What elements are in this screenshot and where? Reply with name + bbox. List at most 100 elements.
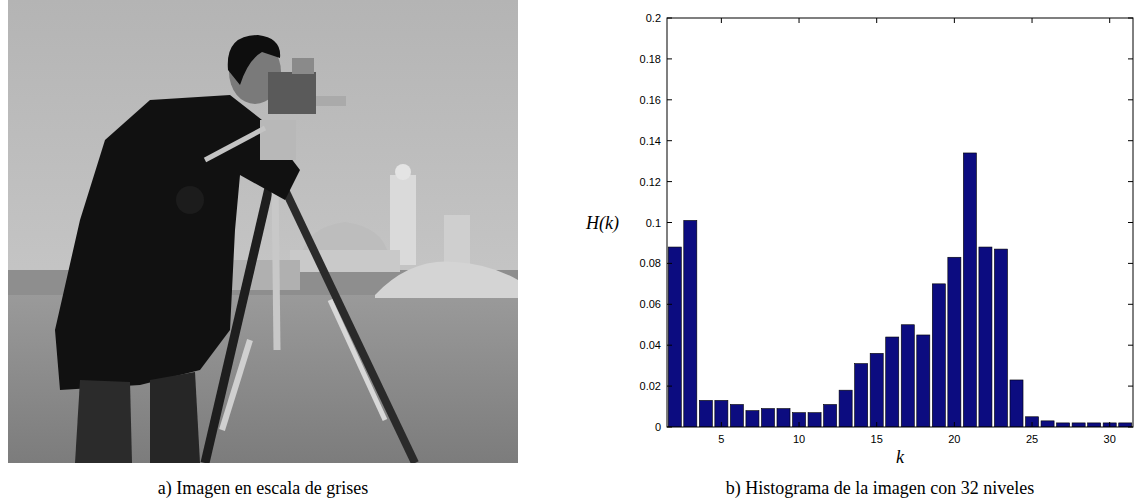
y-tick	[667, 58, 672, 59]
x-tick	[721, 422, 722, 427]
y-tick	[667, 222, 672, 223]
bar	[684, 220, 697, 427]
bar	[668, 247, 681, 427]
camera	[268, 72, 316, 114]
bar	[886, 337, 899, 427]
x-tick	[1109, 422, 1110, 427]
y-tick	[1128, 18, 1133, 19]
y-tick	[1128, 386, 1133, 387]
y-tick	[667, 99, 672, 100]
axes-frame	[667, 18, 1133, 427]
bar	[1103, 423, 1116, 427]
y-tick-label: 0.14	[640, 135, 661, 147]
y-tick	[667, 427, 672, 428]
y-tick-label: 0.06	[640, 298, 661, 310]
tripod-leg-light	[330, 300, 385, 420]
y-tick	[1128, 181, 1133, 182]
bar	[777, 409, 790, 427]
bar	[808, 413, 821, 427]
x-tick	[799, 18, 800, 23]
tripod-leg	[278, 175, 415, 463]
bar	[746, 411, 759, 427]
bar	[715, 400, 728, 427]
building	[290, 250, 400, 272]
y-tick	[1128, 99, 1133, 100]
tripod-head	[260, 120, 296, 160]
x-tick	[799, 422, 800, 427]
canvas: a) Imagen en escala de grises 0 0.02 0.04 0.…	[0, 0, 1145, 504]
y-tick	[1128, 345, 1133, 346]
bar	[855, 364, 868, 427]
x-tick	[1032, 18, 1033, 23]
y-tick	[1128, 140, 1133, 141]
y-tick	[1128, 222, 1133, 223]
bar	[1057, 423, 1070, 427]
y-tick	[1128, 304, 1133, 305]
y-tick-label: 0	[655, 421, 661, 433]
bar	[1119, 423, 1132, 427]
y-tick	[667, 304, 672, 305]
bar	[901, 325, 914, 427]
handle	[205, 128, 265, 160]
y-tick-label: 0.16	[640, 94, 661, 106]
legs	[75, 380, 132, 463]
bar	[1010, 380, 1023, 427]
bar	[839, 390, 852, 427]
x-tick-label: 15	[871, 433, 883, 445]
bar	[1088, 423, 1101, 427]
y-tick-label: 0.2	[646, 12, 661, 24]
bar	[870, 353, 883, 427]
bar	[824, 405, 837, 427]
coat	[55, 95, 300, 390]
y-tick	[1128, 263, 1133, 264]
y-tick	[667, 140, 672, 141]
x-tick-label: 20	[948, 433, 960, 445]
x-tick	[954, 18, 955, 23]
x-axis-title: k	[896, 447, 905, 467]
y-tick	[667, 181, 672, 182]
bar	[699, 400, 712, 427]
x-tick-label: 5	[718, 433, 724, 445]
tripod-leg-light	[222, 340, 250, 430]
photo	[8, 0, 518, 463]
bar	[1026, 417, 1039, 427]
y-tick	[1128, 427, 1133, 428]
tower-top	[395, 164, 411, 180]
x-tick	[876, 18, 877, 23]
bar	[730, 405, 743, 427]
y-axis-title: H(k)	[585, 213, 619, 234]
y-tick-label: 0.12	[640, 176, 661, 188]
bar	[948, 257, 961, 427]
y-tick-label: 0.1	[646, 217, 661, 229]
x-tick	[1032, 422, 1033, 427]
bar	[932, 284, 945, 427]
bar	[979, 247, 992, 427]
plot-area	[667, 18, 1133, 427]
bar	[1072, 423, 1085, 427]
glove	[176, 186, 204, 214]
tripod-center	[275, 180, 277, 350]
legs	[150, 372, 200, 463]
y-tick-label: 0.18	[640, 53, 661, 65]
bar	[963, 153, 976, 427]
y-tick	[667, 18, 672, 19]
x-tick-label: 30	[1104, 433, 1116, 445]
image-caption: a) Imagen en escala de grises	[158, 478, 368, 499]
y-tick	[667, 263, 672, 264]
y-tick-label: 0.04	[640, 339, 661, 351]
chart-caption: b) Histograma de la imagen con 32 nivele…	[726, 478, 1034, 499]
x-tick	[1109, 18, 1110, 23]
bar	[1041, 421, 1054, 427]
bar	[917, 335, 930, 427]
y-tick	[1128, 58, 1133, 59]
bar	[793, 413, 806, 427]
x-tick	[954, 422, 955, 427]
y-tick	[667, 386, 672, 387]
x-tick-label: 10	[793, 433, 805, 445]
figure: a) Imagen en escala de grises 0 0.02 0.04 0.…	[0, 0, 1145, 504]
camera-top	[292, 58, 314, 74]
x-tick	[721, 18, 722, 23]
bar	[761, 409, 774, 427]
y-tick-label: 0.08	[640, 257, 661, 269]
y-tick-label: 0.02	[640, 380, 661, 392]
